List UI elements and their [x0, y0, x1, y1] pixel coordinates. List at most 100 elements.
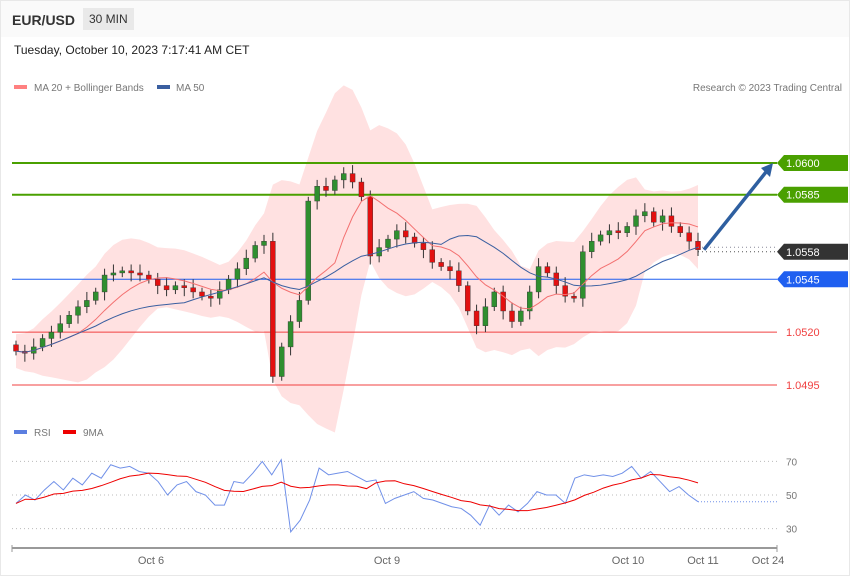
candle [606, 230, 613, 236]
candle [341, 173, 347, 181]
rsi-ma-line [15, 472, 699, 512]
level-tag [777, 155, 848, 171]
candle [287, 321, 294, 348]
candle [500, 291, 506, 312]
candle [465, 285, 471, 312]
candle [491, 291, 497, 307]
candle [624, 226, 630, 233]
candle [429, 249, 435, 263]
level-label: 1.0495 [786, 380, 820, 392]
candle [261, 241, 267, 246]
ma20-line [15, 195, 699, 353]
candle [544, 266, 551, 274]
candle [101, 274, 108, 293]
candle [296, 300, 303, 322]
candle [394, 230, 400, 240]
legend-ma50: MA 50 [176, 83, 205, 94]
legend-rsi-ma: 9MA [83, 428, 104, 439]
candle [57, 323, 63, 333]
candle [527, 291, 533, 312]
candle [615, 230, 621, 233]
candle [270, 241, 276, 377]
candle [597, 234, 604, 242]
x-tick-label: Oct 24 [752, 555, 784, 567]
legend: MA 20 + Bollinger Bands MA 50 Research ©… [14, 83, 842, 439]
timeframe-badge[interactable]: 30 MIN [83, 8, 134, 30]
candle [314, 186, 320, 202]
rsi-swatch [14, 430, 27, 434]
rsi-tick-label: 70 [786, 457, 798, 468]
candle [482, 306, 489, 326]
x-tick-label: Oct 11 [687, 555, 719, 567]
rsi-line [15, 458, 699, 534]
candle [420, 243, 427, 250]
candle [642, 211, 648, 217]
legend-ma20: MA 20 + Bollinger Bands [34, 83, 144, 94]
candle [75, 306, 81, 316]
candle [403, 230, 409, 238]
candle [473, 310, 480, 326]
candle [252, 245, 258, 259]
candle [225, 279, 232, 291]
candle [84, 300, 90, 307]
candle [243, 257, 249, 269]
candle [190, 287, 196, 293]
candle [677, 226, 683, 233]
x-tick-label: Oct 10 [612, 555, 644, 567]
candle [695, 241, 701, 250]
target-arrow [702, 170, 768, 251]
header: EUR/USD 30 MIN [1, 1, 849, 37]
candle [580, 251, 586, 299]
candle [119, 270, 125, 274]
candle [128, 270, 134, 274]
candle [110, 272, 117, 276]
candle [217, 289, 223, 299]
ma50-line [15, 235, 699, 353]
x-tick-label: Oct 9 [374, 555, 400, 567]
candle [385, 238, 391, 248]
candle [509, 310, 515, 322]
level-label: 1.0545 [786, 274, 820, 286]
level-label: 1.0520 [786, 327, 820, 339]
candle [589, 241, 595, 252]
candle [137, 272, 143, 276]
rsi-tick-label: 30 [786, 525, 798, 536]
candle [332, 179, 338, 191]
candle [234, 268, 241, 280]
candle [562, 285, 568, 297]
level-tag [777, 271, 848, 288]
candle [633, 215, 639, 227]
level-label: 1.0600 [786, 158, 820, 170]
candle [163, 285, 170, 291]
ma20-swatch [14, 85, 27, 89]
candle [535, 266, 542, 293]
candle [172, 285, 179, 291]
candle [39, 338, 46, 348]
candle [349, 173, 356, 183]
rsi-ma-swatch [63, 430, 76, 434]
symbol-title: EUR/USD [12, 12, 76, 28]
candle [13, 344, 19, 352]
candle [208, 295, 214, 299]
candle [93, 291, 99, 301]
candle [146, 274, 152, 280]
candle [438, 262, 444, 267]
candle [518, 310, 524, 322]
candle [447, 266, 453, 272]
candle [659, 215, 666, 223]
timestamp: Tuesday, October 10, 2023 7:17:41 AM CET [14, 43, 250, 57]
candle [48, 331, 55, 339]
level-tag [777, 186, 848, 203]
candle [181, 285, 187, 288]
x-tick-label: Oct 6 [138, 555, 164, 567]
candle [571, 295, 577, 299]
candle [358, 181, 365, 198]
candle [66, 315, 72, 324]
candle [411, 236, 418, 244]
candle [323, 186, 329, 191]
arrow-head-icon [761, 163, 773, 177]
candle [305, 200, 311, 301]
rsi-tick-label: 50 [786, 491, 798, 502]
